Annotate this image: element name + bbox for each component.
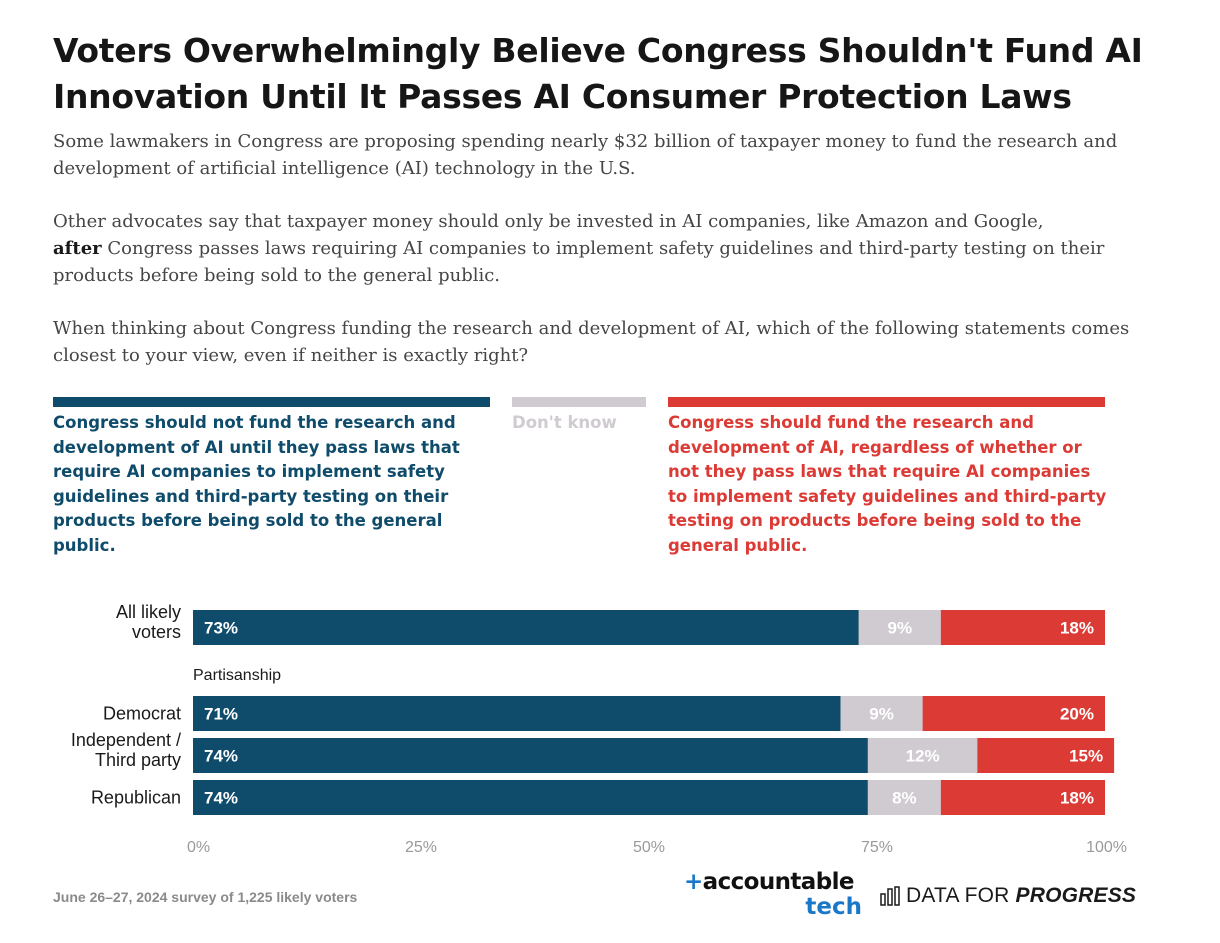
bar-segment [858, 610, 941, 645]
bar-segment [940, 780, 1105, 815]
bar-segment [193, 696, 841, 731]
bar-segment [193, 610, 859, 645]
intro-paragraph-3: When thinking about Congress funding the… [53, 318, 1130, 366]
bar-segment [940, 610, 1105, 645]
category-label: Independent / Third party [71, 730, 181, 770]
bar-segment [867, 780, 941, 815]
intro-paragraph-1: Some lawmakers in Congress are proposing… [53, 131, 1118, 179]
bar-segment [193, 738, 868, 773]
data-label: 74% [204, 747, 238, 766]
data-label: 9% [888, 619, 913, 638]
bar-segment [867, 738, 978, 773]
data-label: 18% [1060, 789, 1094, 808]
data-label: 73% [204, 619, 238, 638]
x-tick-label: 25% [405, 839, 437, 856]
intro-paragraph-2: Other advocates say that taxpayer money … [53, 208, 1173, 289]
data-label: 8% [892, 789, 917, 808]
x-tick-label: 100% [1086, 839, 1127, 856]
legend-swatch-dont-know [512, 397, 646, 407]
legend-swatch-fund [668, 397, 1105, 407]
chart-title: Voters Overwhelmingly Believe Congress S… [53, 31, 1143, 116]
intro-p2-end: Congress passes laws requiring AI compan… [53, 238, 1105, 286]
group-label: Partisanship [193, 667, 281, 684]
category-label: All likely voters [116, 602, 181, 642]
data-label: 15% [1069, 747, 1103, 766]
bar-segment [840, 696, 923, 731]
data-label: 20% [1060, 705, 1094, 724]
dfp-bold: PROGRESS [1015, 884, 1137, 907]
legend-label-fund: Congress should fund the research and de… [668, 413, 1107, 555]
legend-swatch-not-fund [53, 397, 490, 407]
category-label: Democrat [103, 704, 181, 724]
dfp-regular: DATA FOR [906, 884, 1010, 907]
data-label: 18% [1060, 619, 1094, 638]
bar-segment [922, 696, 1105, 731]
legend-label-dont-know: Don't know [512, 413, 617, 432]
accountable-tech-word: tech [805, 894, 862, 920]
data-label: 74% [204, 789, 238, 808]
bar-segment [193, 780, 868, 815]
data-label: 71% [204, 705, 238, 724]
intro-p2-start: Other advocates say that taxpayer money … [53, 211, 1044, 232]
stacked-bar-chart: All likely voters 73% 9% 18% Democrat 71% 9% 20%… [71, 602, 1127, 856]
data-label: 12% [906, 747, 940, 766]
x-tick-label: 75% [861, 839, 893, 856]
x-tick-label: 50% [633, 839, 665, 856]
x-tick-label: 0% [187, 839, 210, 856]
bar-chart-icon [880, 886, 900, 906]
intro-p2-bold: after [53, 238, 102, 259]
accountable-word: accountable [702, 869, 855, 895]
accountable-plus: + [684, 869, 703, 895]
survey-footnote: June 26–27, 2024 survey of 1,225 likely … [53, 889, 358, 905]
bar-segment [977, 738, 1115, 773]
legend-label-not-fund: Congress should not fund the research an… [53, 413, 460, 555]
category-label: Republican [91, 788, 181, 808]
accountable-tech-logo: +accountable tech [684, 870, 864, 920]
data-label: 9% [869, 705, 894, 724]
data-for-progress-logo: DATA FOR PROGRESS [880, 884, 1136, 908]
